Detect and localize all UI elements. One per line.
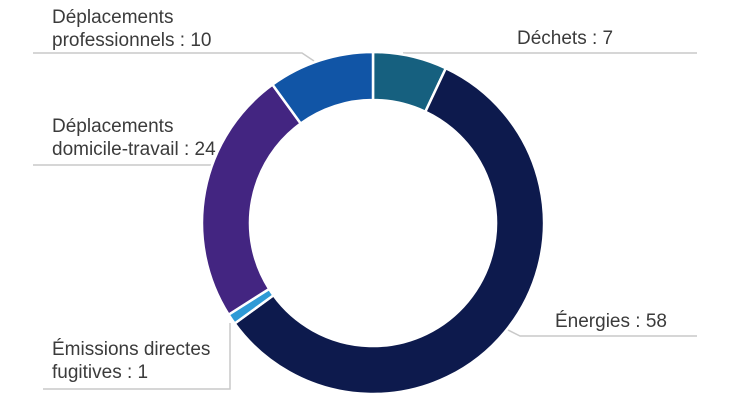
label-deplacements-professionnels: Déplacements professionnels : 10 xyxy=(52,6,212,52)
label-energies-line1: Énergies : 58 xyxy=(555,311,667,332)
label-deplacements-domicile-travail-line1: Déplacements xyxy=(52,116,174,137)
leader-line-energies xyxy=(505,328,697,337)
slice-deplacements-domicile-travail[interactable] xyxy=(200,83,302,316)
label-deplacements-professionnels-line2: professionnels : 10 xyxy=(52,30,212,51)
slice-deplacements-professionnels[interactable] xyxy=(271,50,375,125)
slice-energies[interactable] xyxy=(233,67,546,396)
label-deplacements-professionnels-line1: Déplacements xyxy=(52,7,174,28)
leader-line-emissions-directes-fugitives xyxy=(43,323,231,390)
label-energies: Énergies : 58 xyxy=(555,310,667,333)
label-dechets: Déchets : 7 xyxy=(517,27,613,50)
leader-line-deplacements-professionnels xyxy=(33,52,315,62)
label-emissions-directes-fugitives-line2: fugitives : 1 xyxy=(52,362,149,383)
label-emissions-directes-fugitives: Émissions directes fugitives : 1 xyxy=(52,338,210,384)
label-emissions-directes-fugitives-line1: Émissions directes xyxy=(52,339,211,360)
label-deplacements-domicile-travail-line2: domicile-travail : 24 xyxy=(52,139,216,160)
label-dechets-line1: Déchets : 7 xyxy=(517,28,614,49)
label-deplacements-domicile-travail: Déplacements domicile-travail : 24 xyxy=(52,115,216,161)
